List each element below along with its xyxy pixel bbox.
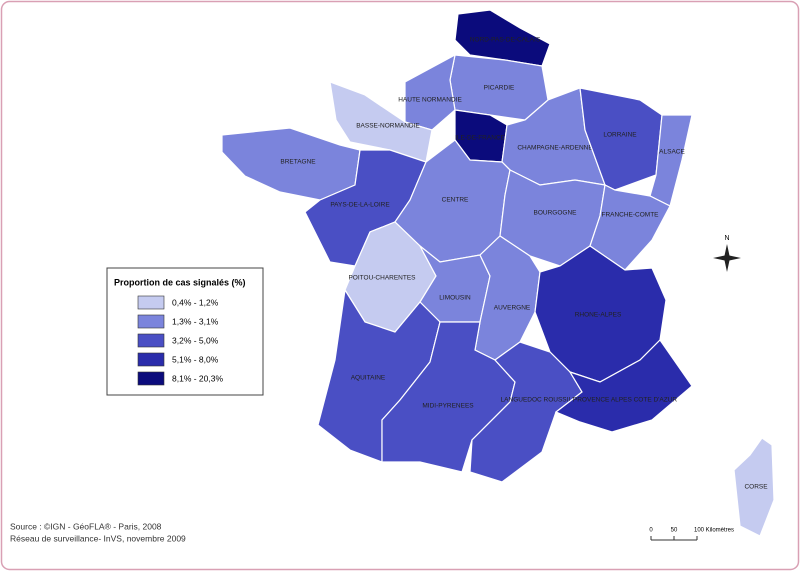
region-label: PROVENCE ALPES COTE D'AZUR (573, 397, 677, 404)
region-label: BRETAGNE (280, 159, 316, 166)
legend-label: 0,4% - 1,2% (172, 297, 219, 307)
region-label: ILE-DE-FRANCE (455, 135, 506, 142)
region (589, 184, 671, 271)
north-arrow: N (713, 235, 741, 272)
scale-bar: 0 50 100 Kilomètres (649, 528, 734, 541)
source-line: Source : ©IGN - GéoFLA® - Paris, 2008 (10, 521, 162, 531)
legend: Proportion de cas signalés (%) 0,4% - 1,… (106, 267, 264, 396)
region (554, 339, 693, 433)
scale-label: 50 (671, 528, 678, 534)
region-label: ALSACE (659, 149, 685, 156)
region-label: MIDI-PYRENEES (422, 403, 474, 410)
region-label: NORD-PAS-DE-CALAIS (470, 37, 541, 44)
legend-label: 1,3% - 3,1% (172, 316, 219, 326)
region-label: BASSE-NORMANDIE (356, 123, 420, 130)
region-label: PICARDIE (484, 85, 515, 92)
region-label: CENTRE (442, 197, 469, 204)
regions: NORD-PAS-DE-CALAIS PICARDIE HAUTE NORMANDI… (221, 9, 775, 537)
region-label: LANGUEDOC ROUSSILLON (501, 397, 586, 404)
region-label: LORRAINE (603, 132, 637, 139)
region-label: HAUTE NORMANDIE (398, 97, 462, 104)
source-line: Réseau de surveillance- InVS, novembre 2… (10, 533, 186, 543)
region-label: RHONE-ALPES (575, 312, 622, 319)
scale-label: 100 Kilomètres (694, 528, 734, 534)
region-label: AQUITAINE (351, 375, 386, 382)
legend-swatch (137, 295, 165, 310)
region (469, 341, 583, 483)
scale-label: 0 (649, 528, 653, 534)
region-label: FRANCHE-COMTE (601, 212, 659, 219)
legend-label: 5,1% - 8,0% (172, 354, 219, 364)
region-label: CHAMPAGNE-ARDENNE (517, 145, 593, 152)
region (733, 437, 775, 537)
region (381, 321, 516, 473)
legend-title: Proportion de cas signalés (%) (114, 277, 246, 287)
legend-swatch (137, 352, 165, 367)
region-label: POITOU-CHARENTES (348, 275, 416, 282)
region-label: AUVERGNE (494, 305, 531, 312)
legend-swatch (137, 314, 165, 329)
region-label: LIMOUSIN (439, 295, 471, 302)
north-cross (713, 255, 741, 261)
legend-label: 8,1% - 20,3% (172, 373, 223, 383)
region-label: BOURGOGNE (534, 210, 578, 217)
north-label: N (724, 235, 729, 242)
region-label: PAYS-DE-LA-LOIRE (330, 202, 390, 209)
region (579, 87, 663, 191)
legend-swatch (137, 333, 165, 348)
region-label: CORSE (744, 484, 768, 491)
legend-swatch (137, 371, 165, 386)
legend-label: 3,2% - 5,0% (172, 335, 219, 345)
legend-box (106, 267, 264, 396)
